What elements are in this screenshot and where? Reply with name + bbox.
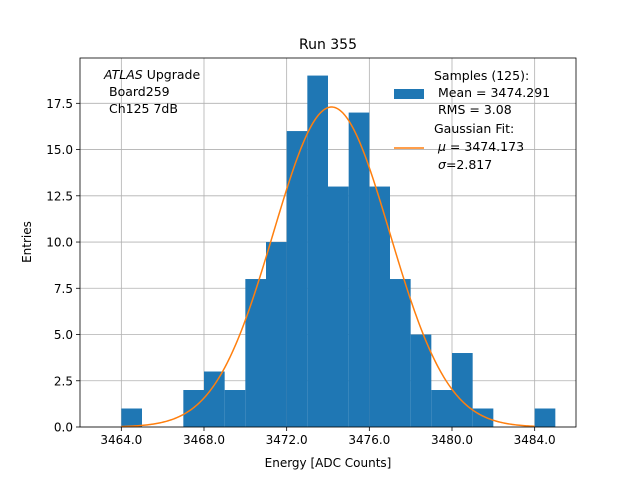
x-axis-ticks: 3464.0 3468.0 3472.0 3476.0 3480.0 3484.0 <box>100 427 556 447</box>
legend-sigma-value: =2.817 <box>446 157 492 172</box>
legend: Samples (125): Mean = 3474.291 RMS = 3.0… <box>394 68 550 172</box>
y-tick-label: 5.0 <box>54 328 73 342</box>
y-tick-label: 17.5 <box>46 97 73 111</box>
histogram-bar <box>369 186 390 427</box>
y-tick-label: 0.0 <box>54 421 73 435</box>
annotation-italic: ATLAS <box>103 67 143 82</box>
legend-samples-rms: RMS = 3.08 <box>438 102 512 117</box>
x-tick-label: 3476.0 <box>348 433 390 447</box>
histogram-bar <box>307 75 328 428</box>
histogram-bar <box>245 279 266 427</box>
y-tick-label: 12.5 <box>46 189 73 203</box>
histogram-bars <box>121 75 556 428</box>
y-tick-label: 2.5 <box>54 374 73 388</box>
histogram-bar <box>328 186 349 427</box>
legend-mu-symbol: μ <box>437 139 446 154</box>
y-tick-label: 10.0 <box>46 236 73 250</box>
legend-fit-sigma: σ=2.817 <box>438 157 492 172</box>
legend-mu-value: = 3474.173 <box>446 139 524 154</box>
x-tick-label: 3468.0 <box>183 433 225 447</box>
legend-sigma-symbol: σ <box>438 157 447 172</box>
y-axis-label: Entries <box>20 221 34 263</box>
x-tick-label: 3472.0 <box>266 433 308 447</box>
gaussian-fit-curve <box>121 106 535 428</box>
histogram-bar <box>390 279 411 427</box>
legend-samples-swatch <box>394 89 424 99</box>
legend-samples-title: Samples (125): <box>434 68 529 83</box>
x-tick-label: 3480.0 <box>431 433 473 447</box>
legend-fit-mu: μ = 3474.173 <box>437 139 524 154</box>
histogram-bar <box>286 131 308 427</box>
histogram-bar <box>121 408 142 427</box>
legend-samples-mean: Mean = 3474.291 <box>438 85 550 100</box>
histogram-bar <box>224 390 246 427</box>
x-tick-label: 3464.0 <box>100 433 142 447</box>
histogram-bar <box>452 353 473 427</box>
annotation-line-3: Ch125 7dB <box>109 101 178 116</box>
y-axis-ticks: 0.0 2.5 5.0 7.5 10.0 12.5 15.0 17.5 <box>46 97 80 435</box>
y-tick-label: 15.0 <box>46 143 73 157</box>
annotation-upgrade: Upgrade <box>143 67 201 82</box>
annotation-line-1: ATLAS Upgrade <box>103 67 200 82</box>
y-tick-label: 7.5 <box>54 282 73 296</box>
x-tick-label: 3484.0 <box>514 433 556 447</box>
x-axis-label: Energy [ADC Counts] <box>265 456 392 470</box>
histogram-bar <box>534 408 556 427</box>
histogram-bar <box>410 334 432 427</box>
chart-title: Run 355 <box>299 37 357 53</box>
histogram-bar <box>204 371 225 427</box>
histogram-bar <box>266 242 287 427</box>
histogram-bar <box>431 390 452 427</box>
plot-frame <box>79 57 577 428</box>
annotation-line-2: Board259 <box>109 84 170 99</box>
histogram-bar <box>348 112 370 428</box>
legend-fit-title: Gaussian Fit: <box>434 121 514 136</box>
